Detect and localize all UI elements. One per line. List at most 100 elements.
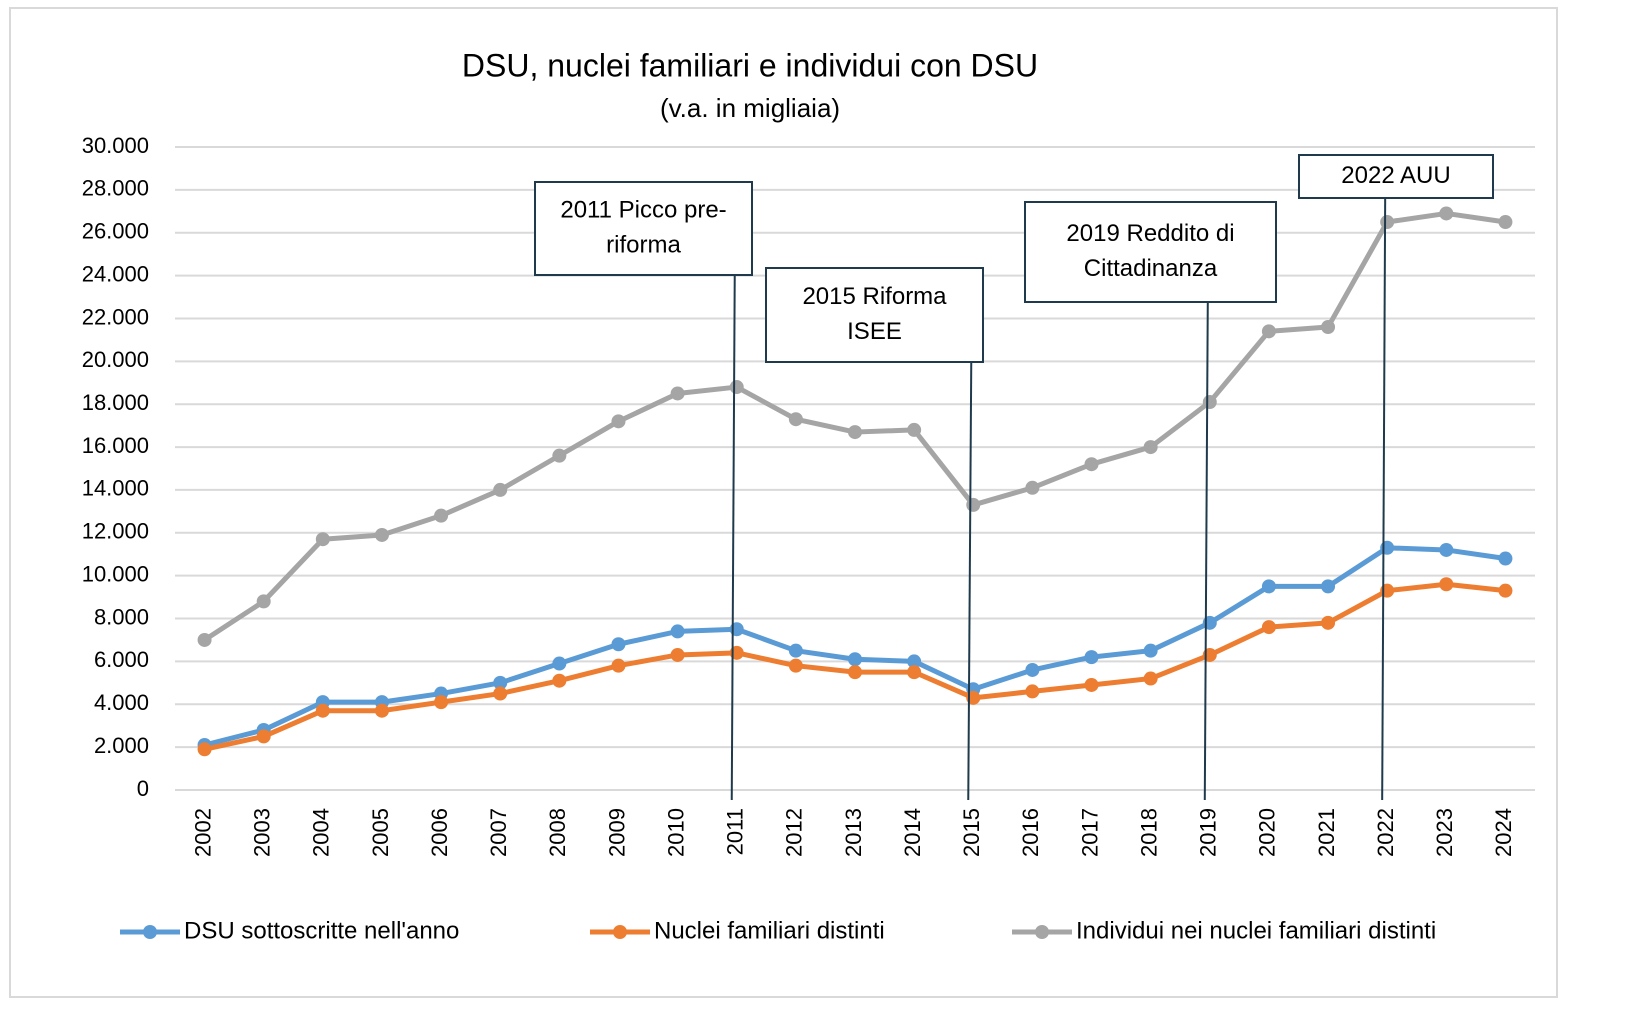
legend-marker (613, 925, 627, 939)
annotation-box (1024, 201, 1277, 303)
data-point (729, 380, 744, 395)
data-point (1321, 579, 1336, 594)
data-point (374, 527, 389, 542)
data-point (1439, 542, 1454, 557)
data-point (1025, 662, 1040, 677)
y-tick-label: 28.000 (82, 176, 149, 201)
data-point (848, 665, 862, 680)
x-tick-label: 2019 (1196, 808, 1221, 857)
y-tick-label: 20.000 (82, 347, 149, 372)
x-tick-label: 2023 (1432, 808, 1457, 857)
data-point (670, 624, 685, 639)
annotation-text: 2019 Reddito di (1066, 220, 1234, 247)
data-point (611, 414, 626, 429)
data-point (788, 658, 803, 673)
x-tick-label: 2016 (1018, 808, 1043, 857)
data-point (848, 425, 862, 440)
data-point (493, 675, 508, 690)
annotation-text: 2015 Riforma (802, 283, 947, 310)
x-tick-label: 2018 (1136, 808, 1161, 857)
x-tick-label: 2002 (190, 808, 215, 857)
legend-label: Nuclei familiari distinti (654, 917, 885, 944)
y-tick-label: 26.000 (82, 219, 149, 244)
annotation-box (765, 267, 984, 363)
annotation-text: Cittadinanza (1084, 255, 1218, 282)
data-point (197, 632, 212, 647)
x-tick-label: 2005 (368, 808, 393, 857)
x-tick-label: 2012 (782, 808, 807, 857)
data-point (1261, 579, 1276, 594)
y-tick-label: 4.000 (94, 690, 149, 715)
x-tick-label: 2009 (604, 808, 629, 857)
annotation-line (1381, 197, 1387, 801)
data-point (315, 703, 330, 718)
x-tick-label: 2017 (1077, 808, 1102, 857)
x-tick-label: 2022 (1373, 808, 1398, 857)
data-point (670, 386, 685, 401)
data-point (1143, 643, 1158, 658)
x-tick-label: 2013 (841, 808, 866, 857)
x-tick-label: 2008 (545, 808, 570, 857)
data-point (1084, 677, 1099, 692)
data-point (1143, 440, 1158, 455)
x-tick-label: 2011 (723, 808, 748, 855)
y-tick-label: 18.000 (82, 390, 149, 415)
data-point (374, 703, 389, 718)
annotation-text: 2011 Picco pre- (560, 196, 726, 223)
data-point (611, 658, 626, 673)
annotation-box (1298, 154, 1494, 199)
data-point (788, 412, 803, 427)
x-tick-label: 2007 (486, 808, 511, 857)
annotation-line (730, 274, 736, 801)
data-point (493, 482, 508, 497)
annotation-line (1203, 301, 1209, 801)
data-point (552, 448, 567, 463)
data-point (1202, 395, 1217, 410)
data-point (907, 654, 922, 669)
x-tick-label: 2015 (959, 808, 984, 857)
annotation-text: riforma (606, 231, 681, 258)
chart-title: DSU, nuclei familiari e individui con DS… (462, 47, 1038, 83)
data-point (315, 532, 330, 547)
data-point (907, 665, 922, 680)
data-point (1261, 620, 1276, 635)
data-point (788, 643, 803, 658)
data-point (1380, 540, 1395, 555)
y-tick-label: 10.000 (82, 561, 149, 586)
data-point (434, 695, 449, 710)
data-point (670, 647, 685, 662)
legend-label: DSU sottoscritte nell'anno (184, 917, 459, 944)
y-tick-label: 30.000 (82, 133, 149, 158)
data-point (1498, 583, 1513, 598)
x-tick-label: 2010 (663, 808, 688, 857)
data-point (966, 497, 981, 512)
data-point (1261, 324, 1276, 339)
y-tick-label: 22.000 (82, 304, 149, 329)
y-tick-label: 0 (137, 776, 149, 801)
annotation-line (967, 361, 973, 801)
chart-subtitle: (v.a. in migliaia) (660, 93, 840, 123)
data-point (1084, 457, 1099, 472)
x-tick-label: 2021 (1314, 808, 1339, 857)
annotation-text: 2022 AUU (1341, 162, 1450, 189)
y-tick-label: 6.000 (94, 647, 149, 672)
data-point (1439, 577, 1454, 592)
legend-marker (143, 925, 157, 939)
y-tick-label: 8.000 (94, 604, 149, 629)
y-tick-label: 14.000 (82, 476, 149, 501)
data-point (1143, 671, 1158, 686)
x-tick-label: 2004 (309, 808, 334, 857)
data-point (197, 742, 212, 757)
data-point (1084, 650, 1099, 665)
annotation-box (534, 181, 753, 276)
data-point (1498, 551, 1513, 566)
y-tick-label: 16.000 (82, 433, 149, 458)
legend-marker (1035, 925, 1049, 939)
x-tick-label: 2003 (250, 808, 275, 857)
data-point (1439, 206, 1454, 221)
data-point (1025, 684, 1040, 699)
data-point (1321, 615, 1336, 630)
data-point (611, 637, 626, 652)
data-point (552, 673, 567, 688)
